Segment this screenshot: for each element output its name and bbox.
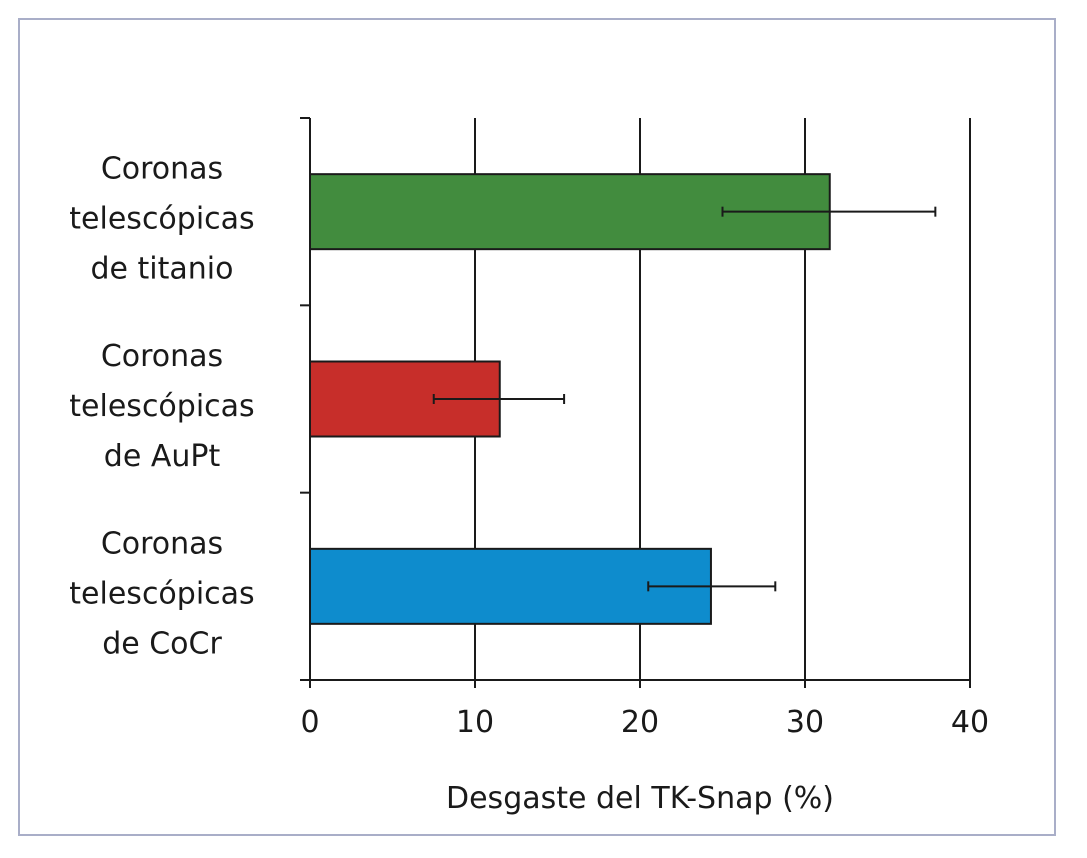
x-axis-label: Desgaste del TK-Snap (%) <box>446 781 834 816</box>
x-tick-label: 20 <box>621 705 659 740</box>
chart-frame <box>18 18 1056 836</box>
x-tick-label: 10 <box>456 705 494 740</box>
category-label: de AuPt <box>104 439 221 474</box>
category-label: telescópicas <box>69 576 254 611</box>
category-label: telescópicas <box>69 202 254 237</box>
category-label: Coronas <box>101 339 223 374</box>
x-tick-label: 30 <box>786 705 824 740</box>
category-label: Coronas <box>101 152 223 187</box>
x-tick-label: 40 <box>951 705 989 740</box>
x-tick-label: 0 <box>300 705 319 740</box>
category-label: telescópicas <box>69 389 254 424</box>
category-label: Coronas <box>101 526 223 561</box>
bar <box>309 547 712 625</box>
category-label: de titanio <box>91 252 234 287</box>
category-label: de CoCr <box>102 626 222 661</box>
